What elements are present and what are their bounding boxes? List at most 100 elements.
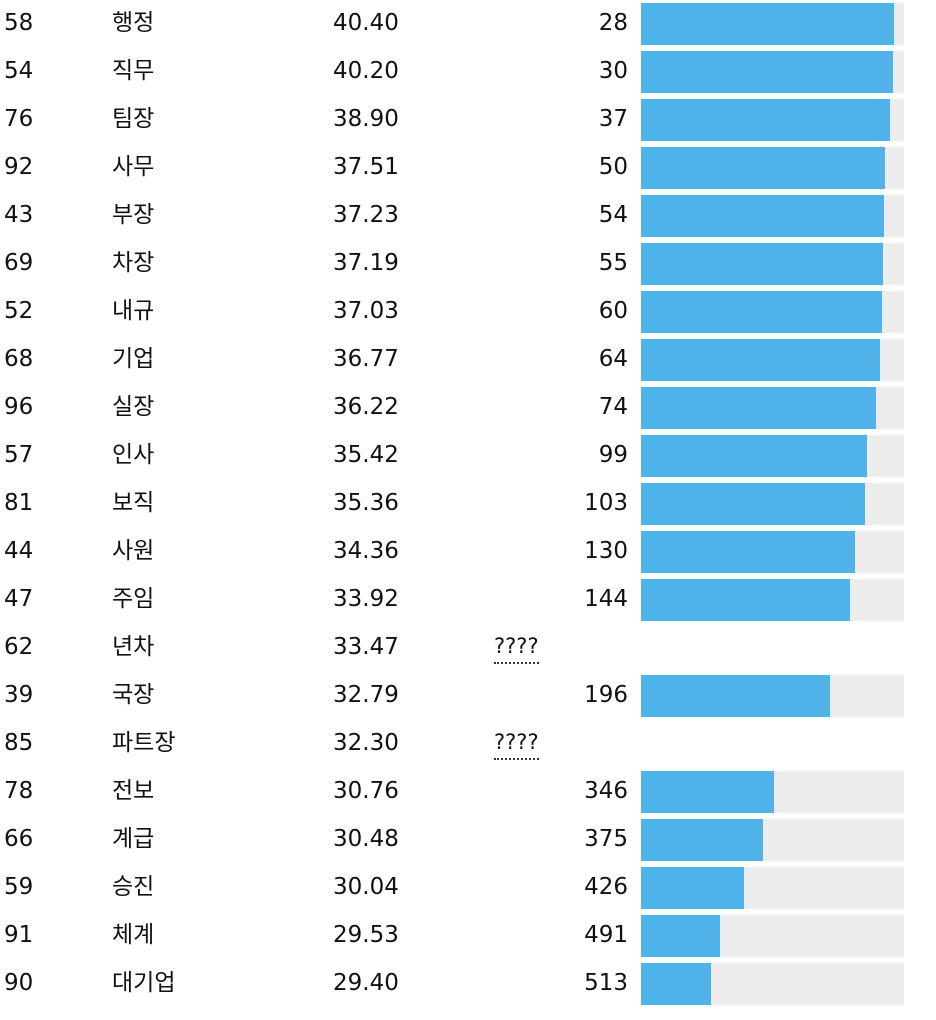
row-score: 32.30 [333, 730, 399, 756]
row-word: 계급 [112, 826, 155, 852]
table-row: 92 사무 37.51 50 [0, 144, 936, 192]
rank-bar-fill [641, 675, 831, 717]
row-word: 차장 [112, 250, 155, 276]
row-word: 부장 [112, 202, 155, 228]
table-row: 52 내규 37.03 60 [0, 288, 936, 336]
row-id: 92 [4, 154, 34, 180]
row-word: 승진 [112, 874, 155, 900]
row-word: 직무 [112, 58, 155, 84]
rank-bar-track [641, 771, 904, 813]
rank-bar-track [641, 915, 904, 957]
row-score: 36.77 [333, 346, 399, 372]
rank-bar-fill [641, 51, 893, 93]
table-row: 78 전보 30.76 346 [0, 768, 936, 816]
row-score: 37.23 [333, 202, 399, 228]
rank-bar-fill [641, 3, 894, 45]
row-word: 대기업 [112, 970, 176, 996]
row-score: 37.03 [333, 298, 399, 324]
rank-bar-track [641, 291, 904, 333]
row-rank: 30 [598, 58, 628, 84]
table-row: 96 실장 36.22 74 [0, 384, 936, 432]
row-rank: 513 [584, 970, 628, 996]
rank-bar-track [641, 339, 904, 381]
row-id: 58 [4, 10, 34, 36]
rank-bar-track [641, 867, 904, 909]
row-word: 행정 [112, 10, 155, 36]
row-score: 30.76 [333, 778, 399, 804]
row-word: 보직 [112, 490, 155, 516]
row-rank: 103 [584, 490, 628, 516]
rank-bar-track [641, 3, 904, 45]
rank-bar-fill [641, 483, 866, 525]
row-score: 36.22 [333, 394, 399, 420]
row-score: 35.36 [333, 490, 399, 516]
rank-bar-fill [641, 867, 744, 909]
row-score: 37.51 [333, 154, 399, 180]
row-id: 78 [4, 778, 34, 804]
row-word: 사무 [112, 154, 155, 180]
row-id: 57 [4, 442, 34, 468]
table-row: 91 체계 29.53 491 [0, 912, 936, 960]
table-row: 54 직무 40.20 30 [0, 48, 936, 96]
row-score: 37.19 [333, 250, 399, 276]
rank-bar-track [641, 963, 904, 1005]
row-id: 91 [4, 922, 34, 948]
row-rank: 37 [598, 106, 628, 132]
row-id: 66 [4, 826, 34, 852]
row-id: 43 [4, 202, 34, 228]
row-rank: 54 [598, 202, 628, 228]
row-score: 33.47 [333, 634, 399, 660]
row-rank: 375 [584, 826, 628, 852]
row-id: 81 [4, 490, 34, 516]
missing-rank-marker: ???? [494, 730, 539, 760]
row-id: 52 [4, 298, 34, 324]
row-id: 76 [4, 106, 34, 132]
row-id: 90 [4, 970, 34, 996]
row-score: 29.40 [333, 970, 399, 996]
rank-bar-fill [641, 99, 891, 141]
rank-bar-track [641, 243, 904, 285]
table-row: 62 년차 33.47???? [0, 624, 936, 672]
row-score: 40.20 [333, 58, 399, 84]
table-row: 57 인사 35.42 99 [0, 432, 936, 480]
row-score: 30.04 [333, 874, 399, 900]
row-score: 30.48 [333, 826, 399, 852]
row-id: 47 [4, 586, 34, 612]
row-score: 29.53 [333, 922, 399, 948]
row-id: 44 [4, 538, 34, 564]
table-row: 44 사원 34.36 130 [0, 528, 936, 576]
table-row: 47 주임 33.92 144 [0, 576, 936, 624]
row-rank: 74 [598, 394, 628, 420]
rank-bar-fill [641, 579, 850, 621]
row-rank: 144 [584, 586, 628, 612]
row-word: 기업 [112, 346, 155, 372]
rank-bar-track [641, 147, 904, 189]
rank-bar-fill [641, 771, 774, 813]
row-id: 54 [4, 58, 34, 84]
row-rank: 28 [598, 10, 628, 36]
row-word: 팀장 [112, 106, 155, 132]
table-row: 39 국장 32.79 196 [0, 672, 936, 720]
rank-bar-track [641, 531, 904, 573]
row-word: 내규 [112, 298, 155, 324]
row-word: 파트장 [112, 730, 176, 756]
row-word: 년차 [112, 634, 155, 660]
row-rank: 346 [584, 778, 628, 804]
row-rank: 491 [584, 922, 628, 948]
row-word: 주임 [112, 586, 155, 612]
row-score: 34.36 [333, 538, 399, 564]
rank-bar-track [641, 579, 904, 621]
row-word: 실장 [112, 394, 155, 420]
row-id: 39 [4, 682, 34, 708]
row-rank: 196 [584, 682, 628, 708]
row-rank: 130 [584, 538, 628, 564]
row-word: 국장 [112, 682, 155, 708]
row-id: 85 [4, 730, 34, 756]
rank-bar-fill [641, 531, 856, 573]
table-row: 68 기업 36.77 64 [0, 336, 936, 384]
table-row: 90 대기업 29.40 513 [0, 960, 936, 1008]
row-id: 68 [4, 346, 34, 372]
rank-bar-fill [641, 435, 867, 477]
rank-bar-track [641, 819, 904, 861]
